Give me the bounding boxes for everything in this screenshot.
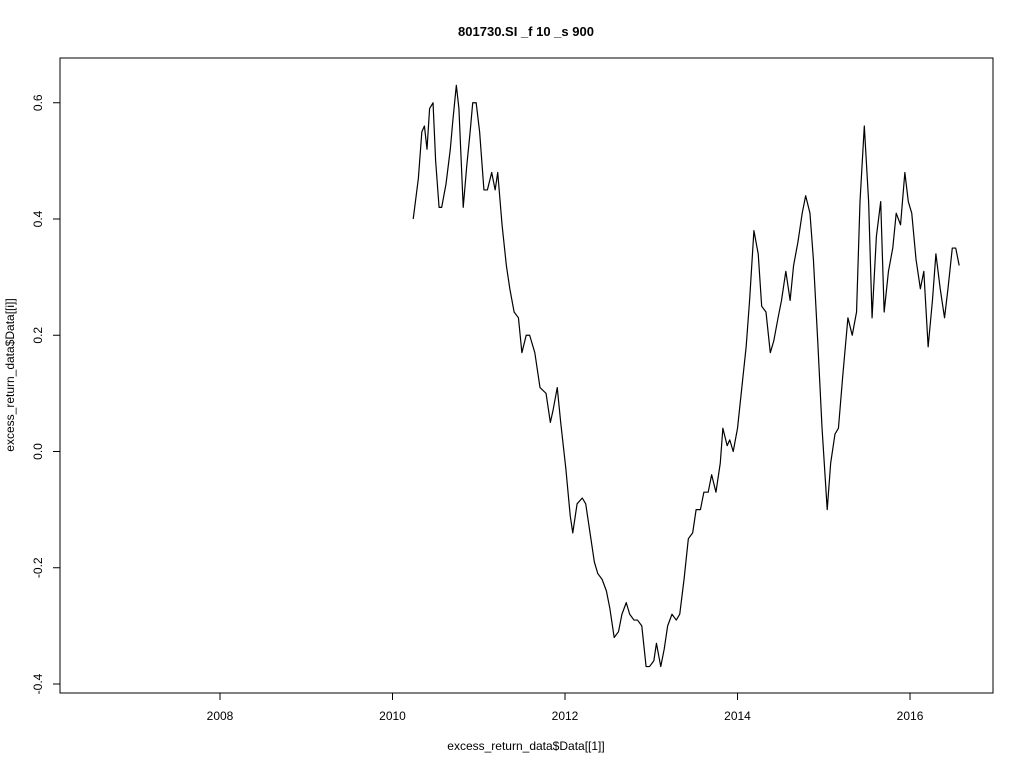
x-tick-label: 2008 (207, 709, 234, 723)
y-tick-label: 0.4 (31, 210, 45, 227)
x-tick-label: 2012 (552, 709, 579, 723)
x-tick-label: 2010 (379, 709, 406, 723)
y-tick-label: 0.0 (31, 443, 45, 460)
plot-frame (59, 57, 994, 694)
y-tick-label: -0.4 (31, 673, 45, 694)
y-tick-label: 0.2 (31, 327, 45, 344)
x-tick-label: 2014 (724, 709, 751, 723)
y-tick-label: -0.2 (31, 557, 45, 578)
x-axis-label: excess_return_data$Data[[1]] (447, 739, 604, 753)
chart-title: 801730.SI _f 10 _s 900 (458, 24, 594, 39)
data-line (412, 84, 960, 668)
x-tick-label: 2016 (897, 709, 924, 723)
y-tick-label: 0.6 (31, 94, 45, 111)
y-axis-label: excess_return_data$Data[[i]] (3, 298, 17, 451)
